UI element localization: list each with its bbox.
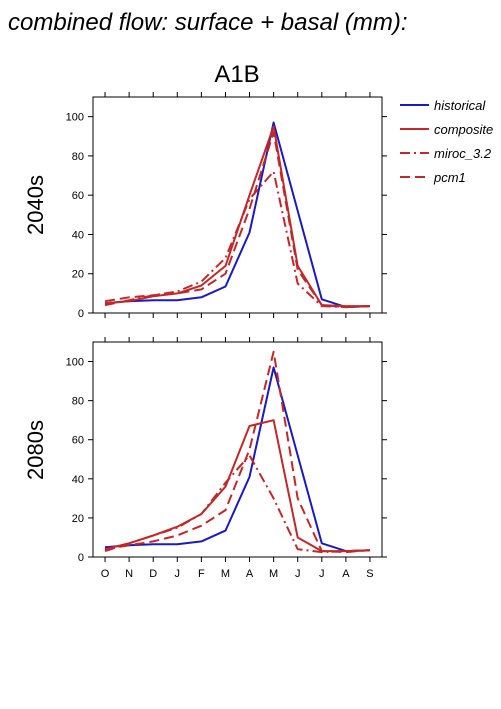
x-tick-label: J — [295, 568, 301, 580]
y-tick-label: 0 — [78, 552, 84, 564]
panel-2080s: 0 20 40 60 80 100 O N D J F M A M J J A S 2080s — [23, 337, 387, 580]
period-label: 2040s — [23, 175, 48, 235]
plot-frame — [92, 341, 383, 558]
series-line-composite — [104, 125, 370, 308]
y-tick-label: 80 — [72, 396, 84, 408]
legend-item-historical: historical — [400, 98, 486, 113]
legend: historical composite miroc_3.2 pcm1 — [400, 98, 493, 185]
legend-label: composite — [434, 122, 493, 137]
plot-frame — [92, 96, 383, 314]
x-tick-label: N — [125, 568, 133, 580]
x-tick-label: F — [198, 568, 205, 580]
legend-item-pcm1: pcm1 — [400, 170, 466, 185]
x-tick-label: M — [269, 568, 278, 580]
y-tick-label: 60 — [72, 190, 84, 202]
y-tick-label: 100 — [66, 357, 84, 369]
figure-header: combined flow: surface + basal (mm): — [8, 9, 407, 36]
series-line-miroc-3-2 — [104, 170, 371, 309]
x-tick-label: A — [246, 568, 254, 580]
series-line-miroc-3-2 — [104, 454, 371, 554]
period-label: 2080s — [23, 420, 48, 480]
legend-label: pcm1 — [433, 170, 466, 185]
legend-label: historical — [434, 98, 486, 113]
x-tick-label: A — [342, 568, 350, 580]
legend-item-composite: composite — [400, 122, 493, 137]
chart-panels: 0 20 40 60 80 100 2040s 0 20 40 60 80 100 O N D J F M A M J J A… — [23, 92, 387, 580]
y-tick-label: 100 — [66, 112, 84, 124]
legend-item-miroc-3-2: miroc_3.2 — [400, 146, 492, 161]
series-line-historical — [104, 121, 371, 309]
scenario-title: A1B — [214, 61, 259, 88]
x-tick-label: J — [175, 568, 181, 580]
x-tick-label: O — [101, 568, 110, 580]
y-tick-label: 0 — [78, 308, 84, 320]
y-tick-label: 60 — [72, 435, 84, 447]
legend-label: miroc_3.2 — [434, 146, 492, 161]
series-line-historical — [104, 366, 371, 553]
y-tick-label: 40 — [72, 474, 84, 486]
series-line-pcm1 — [104, 350, 371, 554]
y-tick-label: 80 — [72, 151, 84, 163]
x-tick-label: S — [366, 568, 373, 580]
y-tick-label: 20 — [72, 513, 84, 525]
y-tick-label: 40 — [72, 229, 84, 241]
x-tick-label: J — [319, 568, 325, 580]
panel-2040s: 0 20 40 60 80 100 2040s — [23, 92, 387, 320]
y-tick-label: 20 — [72, 269, 84, 281]
x-tick-label: M — [221, 568, 230, 580]
x-tick-label: D — [149, 568, 157, 580]
series-line-composite — [104, 419, 371, 553]
series-line-pcm1 — [104, 131, 371, 309]
